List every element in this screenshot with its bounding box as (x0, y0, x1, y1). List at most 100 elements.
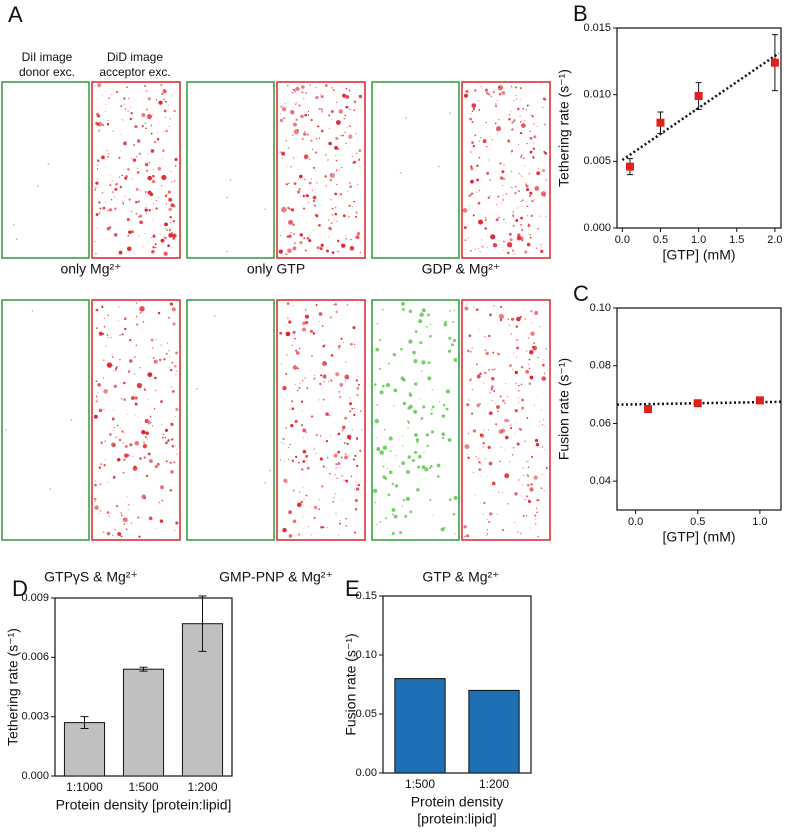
red-spot (298, 187, 301, 191)
red-spot (165, 460, 168, 463)
red-spot (120, 512, 123, 514)
red-spot (337, 250, 339, 253)
red-spot (334, 493, 337, 495)
red-spot (308, 195, 310, 197)
red-spot (494, 368, 496, 370)
red-spot (482, 442, 485, 445)
red-spot (336, 183, 338, 186)
red-spot (530, 114, 532, 116)
bar (63, 722, 106, 777)
red-spot (134, 373, 136, 375)
red-spot (152, 347, 154, 349)
red-spot (123, 432, 125, 434)
panel-label: E (345, 576, 360, 601)
red-spot (287, 317, 289, 319)
green-spot (393, 405, 395, 407)
red-spot (105, 104, 107, 106)
red-spot (292, 489, 295, 492)
red-spot (338, 395, 342, 399)
red-spot (540, 85, 542, 87)
condition-label: GTPγS & Mg²⁺ (44, 569, 138, 585)
y-axis-label: Fusion rate (s⁻¹) (343, 633, 359, 735)
red-spot (94, 85, 96, 87)
red-spot (100, 463, 103, 465)
red-spot (507, 318, 510, 321)
red-spot (98, 408, 103, 413)
red-spot (315, 304, 318, 306)
red-spot (158, 358, 162, 362)
red-spot (479, 372, 482, 376)
green-spot (383, 428, 386, 431)
red-spot (115, 365, 118, 368)
red-spot (539, 149, 541, 151)
red-spot (158, 501, 160, 504)
red-spot (286, 235, 289, 238)
red-spot (515, 95, 517, 96)
red-spot (329, 316, 332, 319)
red-spot (94, 505, 99, 510)
red-spot (165, 193, 168, 196)
red-spot (145, 213, 147, 214)
red-spot (342, 499, 343, 501)
red-spot (320, 525, 324, 529)
red-spot (335, 467, 337, 469)
red-spot (345, 142, 347, 145)
red-spot (499, 162, 502, 165)
red-spot (518, 479, 520, 481)
red-spot (104, 318, 106, 319)
red-spot (510, 152, 512, 154)
red-spot (123, 317, 127, 321)
red-spot (111, 354, 113, 356)
red-spot (315, 87, 317, 89)
red-spot (474, 494, 476, 496)
green-spot (376, 322, 379, 325)
red-spot (149, 460, 152, 462)
panel-label: C (573, 281, 589, 306)
red-spot (298, 533, 300, 536)
red-spot (291, 407, 295, 411)
red-spot (521, 123, 526, 128)
red-spot (149, 251, 151, 253)
red-spot (151, 425, 154, 427)
red-spot (109, 433, 112, 436)
red-spot (335, 169, 338, 172)
red-spot (320, 129, 324, 133)
red-spot (356, 212, 358, 214)
red-spot (102, 124, 104, 126)
red-spot (152, 246, 155, 249)
green-spot (378, 339, 381, 342)
red-spot (167, 104, 169, 106)
red-spot (516, 421, 518, 423)
red-spot (339, 522, 341, 525)
green-spot (379, 521, 382, 523)
red-spot (107, 155, 109, 158)
red-spot (147, 153, 149, 155)
red-spot (517, 190, 521, 193)
red-spot (301, 137, 304, 140)
red-spot (169, 118, 171, 120)
red-spot (354, 498, 358, 502)
red-spot (142, 443, 148, 449)
red-spot (521, 199, 524, 202)
x-axis-label: Protein density (411, 794, 504, 810)
red-spot (106, 334, 109, 336)
red-spot (340, 467, 342, 469)
red-spot (318, 108, 321, 110)
y-tick-label: 0.15 (356, 590, 377, 602)
red-spot (146, 169, 149, 172)
red-spot (489, 195, 491, 197)
green-spot (264, 208, 267, 211)
red-spot (121, 333, 124, 336)
green-spot (229, 179, 232, 181)
red-spot (486, 145, 488, 148)
red-spot (281, 206, 287, 213)
red-spot (140, 421, 142, 423)
red-spot (517, 390, 520, 392)
red-spot (103, 408, 105, 410)
red-spot (130, 112, 133, 115)
green-spot (429, 334, 432, 338)
red-spot (470, 165, 473, 168)
green-spot (379, 368, 382, 371)
red-spot (106, 149, 108, 152)
red-spot (294, 90, 296, 93)
